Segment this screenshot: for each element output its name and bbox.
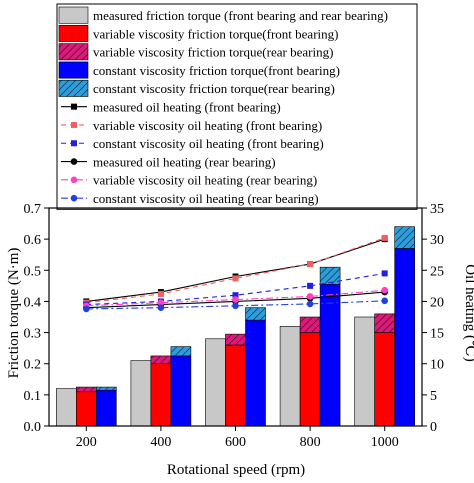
y-right-tick-label: 10 xyxy=(430,358,444,373)
legend-label: variable viscosity oil heating (front be… xyxy=(93,118,322,133)
y-left-tick-label: 0.7 xyxy=(24,202,42,217)
legend-marker xyxy=(71,103,77,110)
legend-swatch-bar xyxy=(58,6,89,24)
axes: 0.0 0.1 0.2 0.3 0.4 0.5 0.6 0.7 0 5 10 15 20 25 30 35 20… xyxy=(24,202,445,450)
bar-constant-rear-600 xyxy=(245,307,266,321)
line-series-3 xyxy=(86,272,385,306)
y-left-tick-label: 0.6 xyxy=(24,233,42,248)
bar-constant-front-800 xyxy=(319,283,341,427)
bar-variable-front-400 xyxy=(150,363,172,427)
legend-label: measured oil heating (rear bearing) xyxy=(93,154,276,169)
point-series-2-400 xyxy=(157,290,164,297)
y-right-tick-label: 20 xyxy=(430,295,444,310)
point-series-5-600 xyxy=(232,296,239,303)
y-right-tick-label: 35 xyxy=(430,202,444,217)
bar-variable-rear-400 xyxy=(150,355,172,365)
legend-marker xyxy=(71,121,77,128)
point-series-6-600 xyxy=(232,302,239,310)
bar-constant-front-400 xyxy=(170,355,192,427)
bar-variable-rear-600 xyxy=(225,333,246,346)
legend-label: measured friction torque (front bearing … xyxy=(93,8,388,23)
bar-variable-rear-1000 xyxy=(374,313,396,333)
bar-constant-front-1000 xyxy=(394,248,416,427)
y-left-tick-label: 0.1 xyxy=(24,389,42,404)
point-series-3-600 xyxy=(232,292,239,299)
y-right-tick-label: 5 xyxy=(430,389,437,404)
bar-variable-front-600 xyxy=(225,344,246,427)
line-series-2 xyxy=(86,237,385,304)
y-left-tick-label: 0.2 xyxy=(24,358,42,373)
point-series-2-1000 xyxy=(381,234,388,241)
bar-constant-rear-200 xyxy=(96,386,117,391)
bar-measured-1000 xyxy=(354,316,376,427)
point-series-5-1000 xyxy=(381,286,389,294)
y-left-tick-label: 0.3 xyxy=(24,327,42,342)
point-series-6-800 xyxy=(306,300,314,308)
y-left-tick-label: 0.0 xyxy=(24,420,42,435)
point-series-6-400 xyxy=(157,304,165,311)
y-left-tick-label: 0.4 xyxy=(24,295,42,310)
point-series-3-800 xyxy=(307,282,314,289)
y-right-tick-label: 0 xyxy=(430,420,437,435)
bar-marks xyxy=(55,226,416,427)
line-series-6 xyxy=(86,300,385,310)
legend-marker xyxy=(70,194,78,202)
y-axis-title-left: Friction torque (N·m) xyxy=(6,248,22,379)
legend-marker xyxy=(70,176,78,184)
bar-constant-rear-800 xyxy=(319,266,341,285)
bar-measured-400 xyxy=(130,360,152,427)
y-right-tick-label: 15 xyxy=(430,327,444,342)
y-right-tick-label: 30 xyxy=(430,233,444,248)
legend-swatch-bar xyxy=(58,24,89,42)
x-tick-label: 400 xyxy=(150,435,171,450)
y-right-tick-label: 25 xyxy=(430,264,444,279)
point-series-5-400 xyxy=(157,299,165,306)
y-left-tick-label: 0.5 xyxy=(24,264,42,279)
legend-label: constant viscosity friction torque(front… xyxy=(93,63,340,78)
bar-constant-front-200 xyxy=(96,389,117,427)
point-series-5-800 xyxy=(306,293,314,300)
line-series-5 xyxy=(86,289,385,307)
x-tick-label: 1000 xyxy=(371,435,399,450)
point-series-2-800 xyxy=(307,261,314,268)
x-tick-label: 600 xyxy=(225,435,246,450)
legend-label: variable viscosity oil heating (rear bea… xyxy=(93,173,317,188)
x-tick-label: 800 xyxy=(300,435,321,450)
legend-swatch-bar xyxy=(58,61,89,79)
bar-measured-200 xyxy=(55,388,77,427)
bar-measured-800 xyxy=(279,326,301,427)
point-series-6-200 xyxy=(83,305,90,313)
line-marks xyxy=(83,234,389,313)
legend-label: variable viscosity friction torque(front… xyxy=(93,26,338,41)
legend-label: constant viscosity oil heating (rear bea… xyxy=(93,191,319,206)
point-series-6-1000 xyxy=(381,297,389,305)
legend-label: constant viscosity oil heating (front be… xyxy=(93,136,324,151)
bar-variable-front-200 xyxy=(76,391,97,427)
legend-label: variable viscosity friction torque(rear … xyxy=(93,45,333,60)
point-series-2-600 xyxy=(232,275,239,282)
legend-swatch-bar xyxy=(58,79,89,97)
bar-constant-front-600 xyxy=(245,319,266,427)
legend-marker xyxy=(70,158,78,165)
y-axis-title-right: Oil heating (℃) xyxy=(462,264,474,362)
bar-constant-rear-400 xyxy=(170,346,192,357)
x-tick-label: 200 xyxy=(76,435,97,450)
legend-label: measured oil heating (front bearing) xyxy=(93,100,281,115)
bar-variable-front-1000 xyxy=(374,332,396,427)
bar-variable-rear-200 xyxy=(76,386,97,393)
legend-label: constant viscosity friction torque(rear … xyxy=(93,81,335,96)
legend: measured friction torque (front bearing … xyxy=(56,3,418,210)
x-axis-title: Rotational speed (rpm) xyxy=(167,462,305,478)
bar-variable-front-800 xyxy=(299,332,321,427)
legend-swatch-bar xyxy=(58,43,89,61)
bar-variable-rear-800 xyxy=(299,316,321,333)
bar-constant-rear-1000 xyxy=(394,226,416,249)
legend-box xyxy=(56,3,418,210)
bar-measured-600 xyxy=(205,338,226,427)
legend-marker xyxy=(71,140,77,147)
point-series-3-1000 xyxy=(381,270,388,277)
